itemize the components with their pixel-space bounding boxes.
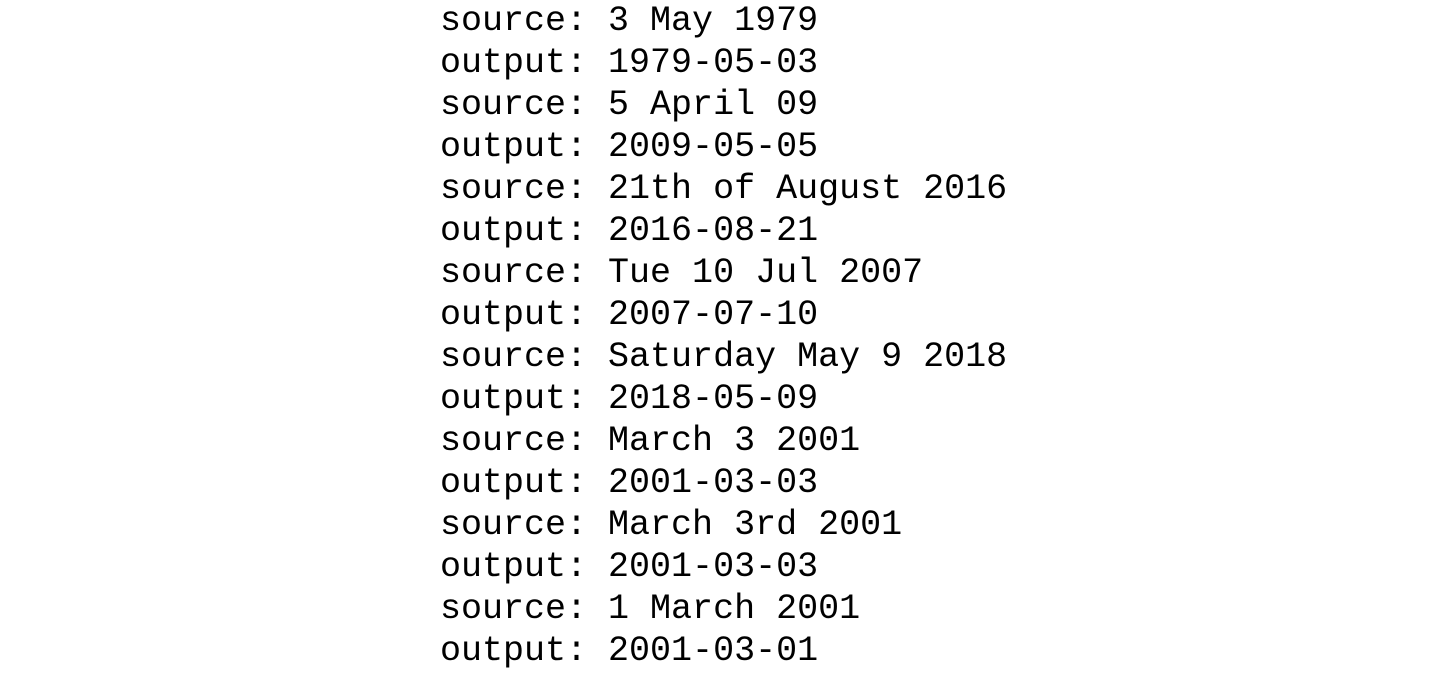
line-label: output: [440, 127, 588, 167]
line-label: source: [440, 421, 588, 461]
source-line: source: 5 April 09 [440, 84, 1007, 126]
line-value: March 3 2001 [608, 421, 861, 461]
source-line: source: March 3 2001 [440, 420, 1007, 462]
line-label: source: [440, 589, 588, 629]
line-value: 21th of August 2016 [608, 169, 1008, 209]
line-label: source: [440, 1, 588, 41]
line-value: March 3rd 2001 [608, 505, 903, 545]
line-value: 2007-07-10 [608, 295, 819, 335]
line-value: Saturday May 9 2018 [608, 337, 1008, 377]
output-line: output: 2001-03-03 [440, 462, 1007, 504]
line-value: 2009-05-05 [608, 127, 819, 167]
line-label: source: [440, 253, 588, 293]
line-value: 2001-03-01 [608, 631, 819, 671]
source-line: source: Tue 10 Jul 2007 [440, 252, 1007, 294]
line-label: output: [440, 379, 588, 419]
line-label: source: [440, 505, 588, 545]
source-line: source: Saturday May 9 2018 [440, 336, 1007, 378]
line-value: 2001-03-03 [608, 463, 819, 503]
source-line: source: 21th of August 2016 [440, 168, 1007, 210]
line-label: output: [440, 631, 588, 671]
source-line: source: 1 March 2001 [440, 588, 1007, 630]
line-label: output: [440, 211, 588, 251]
line-value: 2018-05-09 [608, 379, 819, 419]
output-line: output: 2007-07-10 [440, 294, 1007, 336]
line-label: output: [440, 547, 588, 587]
line-value: 2016-08-21 [608, 211, 819, 251]
output-line: output: 2001-03-01 [440, 630, 1007, 672]
line-label: output: [440, 295, 588, 335]
line-value: Tue 10 Jul 2007 [608, 253, 924, 293]
source-line: source: 3 May 1979 [440, 0, 1007, 42]
line-value: 3 May 1979 [608, 1, 819, 41]
line-value: 5 April 09 [608, 85, 819, 125]
line-value: 1 March 2001 [608, 589, 861, 629]
line-label: source: [440, 85, 588, 125]
output-line: output: 2001-03-03 [440, 546, 1007, 588]
line-value: 1979-05-03 [608, 43, 819, 83]
line-value: 2001-03-03 [608, 547, 819, 587]
line-label: output: [440, 463, 588, 503]
output-line: output: 2016-08-21 [440, 210, 1007, 252]
line-label: source: [440, 337, 588, 377]
source-line: source: March 3rd 2001 [440, 504, 1007, 546]
line-label: source: [440, 169, 588, 209]
line-label: output: [440, 43, 588, 83]
output-line: output: 2009-05-05 [440, 126, 1007, 168]
output-line: output: 1979-05-03 [440, 42, 1007, 84]
date-conversion-output: source: 3 May 1979 output: 1979-05-03 so… [440, 0, 1007, 672]
output-line: output: 2018-05-09 [440, 378, 1007, 420]
